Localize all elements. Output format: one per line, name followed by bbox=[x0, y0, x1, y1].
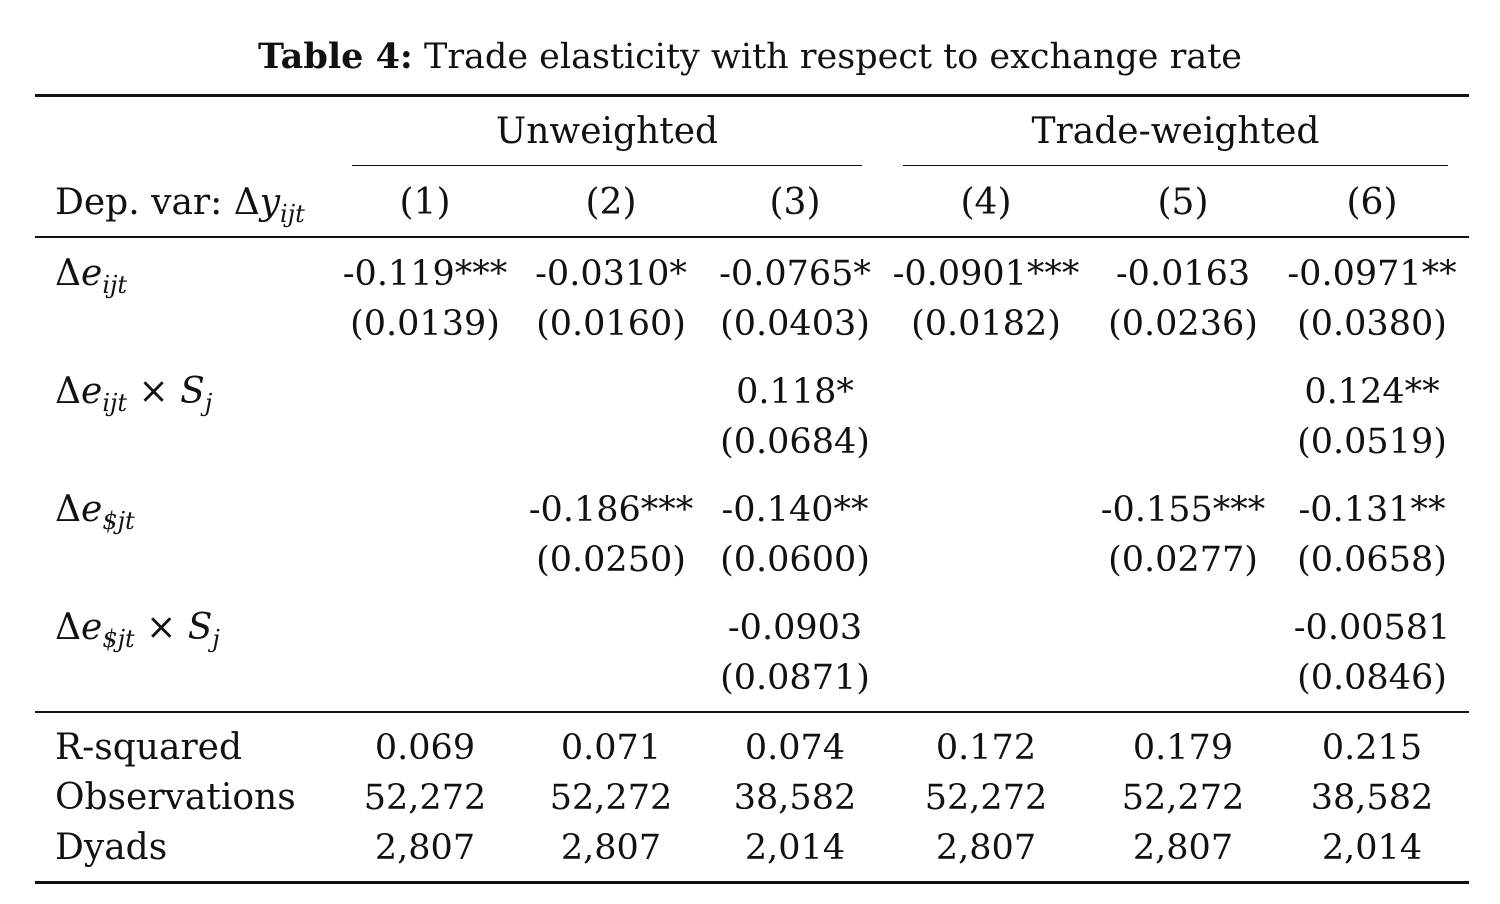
stat-cell-r-squared-c2: 0.071 bbox=[560, 728, 662, 768]
coefficient: -0.0903 bbox=[727, 608, 863, 648]
stat-cell-dyads-c6: 2,014 bbox=[1321, 828, 1423, 868]
coefficient: -0.00581 bbox=[1293, 608, 1451, 648]
stat-cell-observations-c6: 38,582 bbox=[1310, 778, 1434, 818]
column-header-1: (1) bbox=[399, 182, 451, 223]
column-header-2: (2) bbox=[585, 182, 637, 223]
stat-cell-dyads-c2: 2,807 bbox=[560, 828, 662, 868]
coefficient: -0.0901*** bbox=[892, 254, 1080, 294]
coef-cell-r1-c4: -0.0901*** (0.0182) bbox=[886, 254, 1086, 344]
standard-error: (0.0600) bbox=[720, 540, 870, 580]
stat-label-r-squared: R-squared bbox=[55, 727, 242, 768]
coefficient: -0.0971** bbox=[1287, 254, 1457, 294]
standard-error: (0.0684) bbox=[720, 422, 870, 462]
stat-label-dyads: Dyads bbox=[55, 827, 168, 868]
coefficient: -0.131** bbox=[1298, 490, 1446, 530]
group-header-unweighted: Unweighted bbox=[495, 111, 719, 152]
stat-cell-dyads-c5: 2,807 bbox=[1132, 828, 1234, 868]
table-caption: Table 4: Trade elasticity with respect t… bbox=[0, 36, 1500, 78]
group-header-trade-weighted: Trade-weighted bbox=[1031, 111, 1320, 152]
standard-error: (0.0139) bbox=[350, 304, 500, 344]
dep-var-label: Dep. var: Δyijt bbox=[55, 182, 305, 228]
standard-error: (0.0519) bbox=[1297, 422, 1447, 462]
stat-cell-r-squared-c3: 0.074 bbox=[744, 728, 846, 768]
standard-error: (0.0380) bbox=[1297, 304, 1447, 344]
stat-label-observations: Observations bbox=[55, 777, 296, 818]
group-rule-unweighted bbox=[352, 165, 862, 166]
coef-cell-r3-c5: -0.155*** (0.0277) bbox=[1083, 490, 1283, 580]
stat-cell-r-squared-c6: 0.215 bbox=[1321, 728, 1423, 768]
stat-cell-dyads-c3: 2,014 bbox=[744, 828, 846, 868]
coef-cell-r1-c2: -0.0310* (0.0160) bbox=[511, 254, 711, 344]
stat-cell-r-squared-c1: 0.069 bbox=[374, 728, 476, 768]
column-header-5: (5) bbox=[1157, 182, 1209, 223]
coefficient: -0.186*** bbox=[528, 490, 694, 530]
dep-var-symbol: Δyijt bbox=[233, 182, 305, 228]
standard-error: (0.0277) bbox=[1108, 540, 1258, 580]
standard-error: (0.0846) bbox=[1297, 658, 1447, 698]
standard-error: (0.0250) bbox=[536, 540, 686, 580]
group-rule-trade-weighted bbox=[903, 165, 1448, 166]
coefficient: 0.118* bbox=[736, 372, 854, 412]
coef-cell-r4-c3: -0.0903 (0.0871) bbox=[695, 608, 895, 698]
coef-cell-r1-c1: -0.119*** (0.0139) bbox=[325, 254, 525, 344]
stat-cell-observations-c4: 52,272 bbox=[924, 778, 1048, 818]
coef-cell-r3-c2: -0.186*** (0.0250) bbox=[511, 490, 711, 580]
coef-cell-r2-c3: 0.118* (0.0684) bbox=[695, 372, 895, 462]
stat-cell-r-squared-c4: 0.172 bbox=[935, 728, 1037, 768]
dep-var-text: Dep. var: bbox=[55, 182, 234, 223]
standard-error: (0.0182) bbox=[911, 304, 1061, 344]
coef-cell-r1-c5: -0.0163 (0.0236) bbox=[1083, 254, 1283, 344]
row-label-delta-e-ijt: Δeijt bbox=[55, 253, 128, 299]
column-header-6: (6) bbox=[1346, 182, 1398, 223]
standard-error: (0.0403) bbox=[720, 304, 870, 344]
stat-cell-observations-c3: 38,582 bbox=[733, 778, 857, 818]
stat-cell-observations-c5: 52,272 bbox=[1121, 778, 1245, 818]
stat-cell-dyads-c4: 2,807 bbox=[935, 828, 1037, 868]
coef-cell-r1-c6: -0.0971** (0.0380) bbox=[1272, 254, 1472, 344]
coefficient: -0.0765* bbox=[719, 254, 871, 294]
caption-text: Trade elasticity with respect to exchang… bbox=[423, 37, 1243, 77]
coefficient: -0.119*** bbox=[342, 254, 508, 294]
standard-error: (0.0236) bbox=[1108, 304, 1258, 344]
stats-rule bbox=[35, 711, 1469, 713]
coef-cell-r1-c3: -0.0765* (0.0403) bbox=[695, 254, 895, 344]
coef-cell-r2-c6: 0.124** (0.0519) bbox=[1272, 372, 1472, 462]
stat-cell-dyads-c1: 2,807 bbox=[374, 828, 476, 868]
row-label-delta-e-usd-jt: Δe$jt bbox=[55, 489, 135, 535]
stat-cell-observations-c1: 52,272 bbox=[363, 778, 487, 818]
caption-label: Table 4: bbox=[257, 36, 413, 77]
coef-cell-r4-c6: -0.00581 (0.0846) bbox=[1272, 608, 1472, 698]
stat-cell-r-squared-c5: 0.179 bbox=[1132, 728, 1234, 768]
coefficient: -0.0310* bbox=[535, 254, 687, 294]
coef-cell-r3-c3: -0.140** (0.0600) bbox=[695, 490, 895, 580]
standard-error: (0.0871) bbox=[720, 658, 870, 698]
row-label-delta-e-usd-jt-x-s: Δe$jt × Sj bbox=[55, 607, 220, 653]
column-header-3: (3) bbox=[769, 182, 821, 223]
coefficient: 0.124** bbox=[1304, 372, 1440, 412]
coefficient: -0.140** bbox=[721, 490, 869, 530]
standard-error: (0.0658) bbox=[1297, 540, 1447, 580]
coefficient: -0.155*** bbox=[1100, 490, 1266, 530]
column-header-4: (4) bbox=[960, 182, 1012, 223]
top-rule bbox=[35, 94, 1469, 97]
header-rule bbox=[35, 236, 1469, 238]
coefficient: -0.0163 bbox=[1115, 254, 1251, 294]
standard-error: (0.0160) bbox=[536, 304, 686, 344]
coef-cell-r3-c6: -0.131** (0.0658) bbox=[1272, 490, 1472, 580]
row-label-delta-e-ijt-x-s: Δeijt × Sj bbox=[55, 371, 213, 417]
stat-cell-observations-c2: 52,272 bbox=[549, 778, 673, 818]
bottom-rule bbox=[35, 881, 1469, 884]
